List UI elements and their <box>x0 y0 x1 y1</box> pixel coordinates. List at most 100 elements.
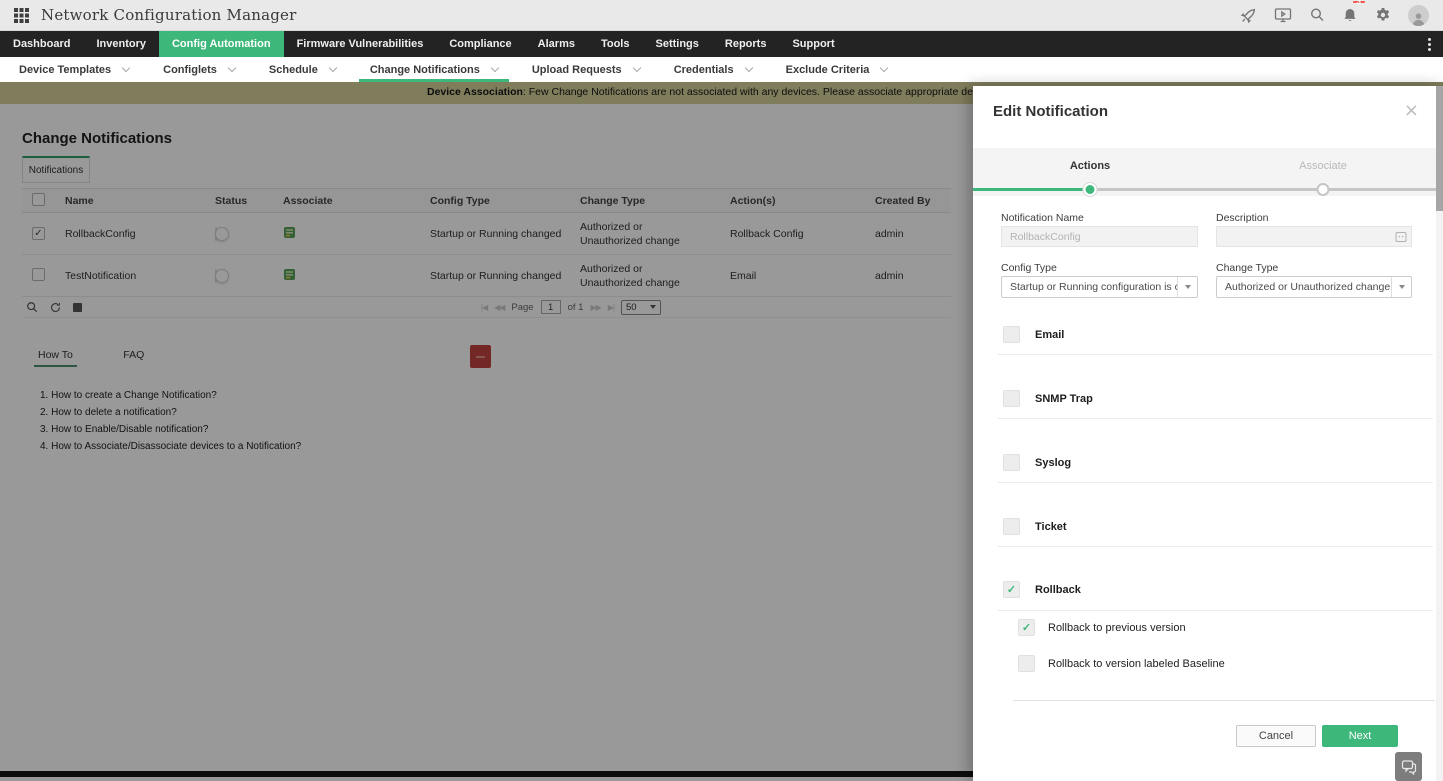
email-checkbox[interactable] <box>1003 326 1020 343</box>
user-avatar[interactable] <box>1408 4 1429 26</box>
nav-item-compliance[interactable]: Compliance <box>449 38 512 50</box>
ticket-checkbox[interactable] <box>1003 518 1020 535</box>
help-section: How To FAQ 1. How to create a Change Not… <box>22 345 951 455</box>
how-to-item[interactable]: 2. How to delete a notification? <box>40 407 177 418</box>
notification-name-field[interactable]: RollbackConfig <box>1001 226 1198 247</box>
chevron-down-icon <box>744 63 753 72</box>
subnav-label: Change Notifications <box>369 63 480 76</box>
pagination: |◀ ◀◀ Page of 1 ▶▶ ▶| 50 <box>480 299 661 315</box>
subnav-item-credentials[interactable]: Credentials <box>657 57 769 82</box>
app-title: Network Configuration Manager <box>41 6 297 24</box>
rollback-previous-checkbox[interactable] <box>1018 619 1035 636</box>
col-created-by: Created By <box>875 194 931 207</box>
page-size-select[interactable]: 50 <box>621 299 661 315</box>
col-change-type: Change Type <box>580 194 646 207</box>
subnav-label: Credentials <box>673 63 734 76</box>
table-row: RollbackConfig Startup or Running change… <box>22 213 951 255</box>
modal-scrollbar-track[interactable] <box>1436 86 1443 781</box>
next-button[interactable]: Next <box>1322 725 1398 747</box>
table-search-icon[interactable] <box>26 301 38 313</box>
top-bar: Network Configuration Manager <box>0 0 1443 31</box>
close-icon[interactable]: × <box>1403 100 1419 121</box>
rollback-checkbox[interactable] <box>1003 581 1020 598</box>
row-actions: Email <box>730 269 757 282</box>
tab-notifications[interactable]: Notifications <box>22 156 90 183</box>
edit-notification-modal: Edit Notification × Actions Associate No… <box>973 86 1443 781</box>
associate-device-icon[interactable] <box>283 268 296 284</box>
table-refresh-icon[interactable] <box>50 302 61 313</box>
how-to-item[interactable]: 4. How to Associate/Disassociate devices… <box>40 441 302 452</box>
search-icon[interactable] <box>1309 7 1325 23</box>
page-of-label: of 1 <box>567 301 584 313</box>
chevron-down-icon <box>880 63 889 72</box>
gear-icon[interactable] <box>1375 7 1391 23</box>
subnav-item-change-notifications[interactable]: Change Notifications <box>353 57 515 82</box>
nav-item-dashboard[interactable]: Dashboard <box>13 38 71 50</box>
nav-item-support[interactable]: Support <box>792 38 835 50</box>
first-page-icon[interactable]: |◀ <box>480 302 488 312</box>
change-type-label: Change Type <box>1216 262 1279 274</box>
presentation-icon[interactable] <box>1274 7 1292 23</box>
last-page-icon[interactable]: ▶| <box>607 302 615 312</box>
subnav-item-exclude-criteria[interactable]: Exclude Criteria <box>769 57 905 82</box>
step-associate[interactable]: Associate <box>1299 160 1347 172</box>
how-to-item[interactable]: 3. How to Enable/Disable notification? <box>40 424 209 435</box>
rocket-icon[interactable] <box>1240 7 1257 24</box>
change-type-select[interactable]: Authorized or Unauthorized change <box>1216 276 1412 298</box>
row-checkbox[interactable] <box>32 227 45 240</box>
col-name: Name <box>65 194 94 207</box>
rollback-label: Rollback <box>1035 583 1081 596</box>
nav-overflow-kebab-icon[interactable] <box>1416 31 1443 57</box>
banner-title: Device Association <box>427 86 523 98</box>
subnav-item-schedule[interactable]: Schedule <box>252 57 353 82</box>
chevron-down-icon <box>121 63 131 72</box>
next-page-icon[interactable]: ▶▶ <box>590 302 601 312</box>
tab-faq[interactable]: FAQ <box>123 349 145 361</box>
syslog-checkbox[interactable] <box>1003 454 1020 471</box>
subnav-label: Exclude Criteria <box>785 63 870 76</box>
collapse-help-button[interactable] <box>470 345 491 368</box>
row-name[interactable]: RollbackConfig <box>65 227 136 240</box>
option-rollback-baseline: Rollback to version labeled Baseline <box>1018 655 1225 672</box>
option-syslog: Syslog <box>1003 454 1071 471</box>
nav-item-inventory[interactable]: Inventory <box>96 38 146 50</box>
description-field[interactable] <box>1216 226 1412 247</box>
nav-item-settings[interactable]: Settings <box>655 38 699 50</box>
row-name[interactable]: TestNotification <box>65 269 137 282</box>
app-grid-icon[interactable] <box>14 7 29 23</box>
select-all-checkbox[interactable] <box>32 192 45 206</box>
step-actions[interactable]: Actions <box>1069 160 1111 172</box>
page-number-input[interactable] <box>540 300 561 314</box>
snmp-trap-checkbox[interactable] <box>1003 390 1020 407</box>
chevron-down-icon <box>1184 285 1191 289</box>
associate-device-icon[interactable] <box>283 226 296 242</box>
description-label: Description <box>1216 212 1269 224</box>
nav-item-reports[interactable]: Reports <box>724 38 767 50</box>
rollback-baseline-checkbox[interactable] <box>1018 655 1035 672</box>
nav-item-tools[interactable]: Tools <box>600 38 630 50</box>
chevron-down-icon <box>328 63 338 72</box>
notifications-bell-icon[interactable]: 3 <box>1342 0 1365 24</box>
chevron-down-icon <box>632 63 641 72</box>
subnav-item-upload-requests[interactable]: Upload Requests <box>515 57 657 82</box>
prev-page-icon[interactable]: ◀◀ <box>494 302 505 312</box>
divider <box>998 482 1433 483</box>
modal-scrollbar-thumb[interactable] <box>1436 86 1443 211</box>
config-type-select[interactable]: Startup or Running configuration is chan… <box>1001 276 1198 298</box>
tab-how-to[interactable]: How To <box>34 349 77 367</box>
subnav-item-device-templates[interactable]: Device Templates <box>2 57 146 82</box>
how-to-item[interactable]: 1. How to create a Change Notification? <box>40 390 217 401</box>
nav-item-firmware-vulnerabilities[interactable]: Firmware Vulnerabilities <box>296 38 424 50</box>
nav-item-alarms[interactable]: Alarms <box>537 38 575 50</box>
subnav-item-configlets[interactable]: Configlets <box>146 57 252 82</box>
nav-item-config-automation[interactable]: Config Automation <box>158 31 284 57</box>
feedback-chat-icon[interactable] <box>1395 752 1422 781</box>
cancel-button[interactable]: Cancel <box>1236 725 1316 747</box>
status-toggle[interactable] <box>215 226 229 241</box>
chevron-down-icon <box>1398 285 1405 289</box>
column-chooser-icon[interactable] <box>73 302 82 312</box>
row-checkbox[interactable] <box>32 267 45 281</box>
stepper-dot-active <box>1083 183 1097 196</box>
rollback-previous-label: Rollback to previous version <box>1048 621 1186 634</box>
status-toggle[interactable] <box>215 268 229 283</box>
